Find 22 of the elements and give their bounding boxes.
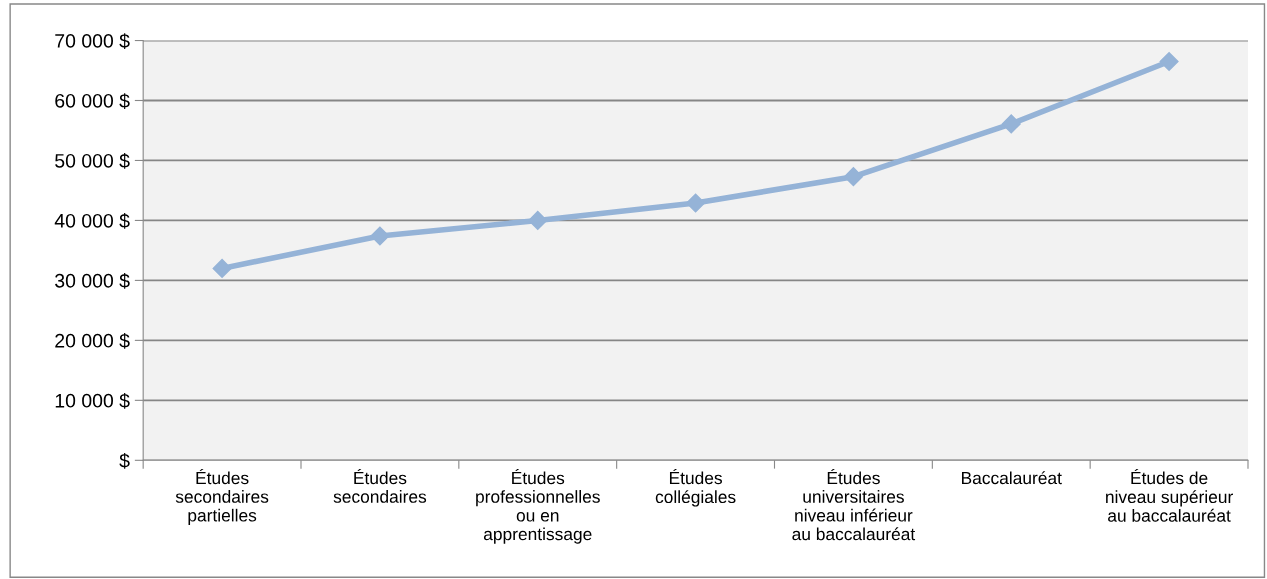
x-tick-label: Baccalauréat (962, 471, 1062, 485)
y-tick-label: 60 000 $ (55, 93, 130, 109)
point (212, 258, 232, 278)
point (686, 193, 706, 213)
x-tick-label: Études secondaires partielles (175, 468, 269, 525)
y-tick-label: $ (119, 452, 130, 469)
y-tick-label: 10 000 $ (55, 392, 130, 409)
point (1159, 51, 1179, 72)
y-tick-label: 30 000 $ (55, 273, 130, 289)
point (528, 210, 548, 230)
x-tick-label: Études secondaires (333, 468, 427, 503)
point (1001, 114, 1021, 134)
x-tick-label: Études collégiales (655, 468, 736, 507)
y-tick-label: 40 000 $ (54, 213, 130, 229)
y-tick-label: 20 000 $ (55, 333, 130, 349)
x-tick-label: Études universitaires niveau inférieur au baccalauréat (792, 468, 916, 541)
point (370, 226, 390, 246)
y-tick-label: 50 000 $ (55, 153, 130, 169)
y-tick-label: 70 000 $ (55, 33, 130, 49)
point (843, 167, 863, 187)
x-tick-label: Études professionnelles ou en apprentissage (476, 468, 600, 544)
x-tick-label: Études de niveau supérieur au baccalauréat (1106, 468, 1233, 522)
